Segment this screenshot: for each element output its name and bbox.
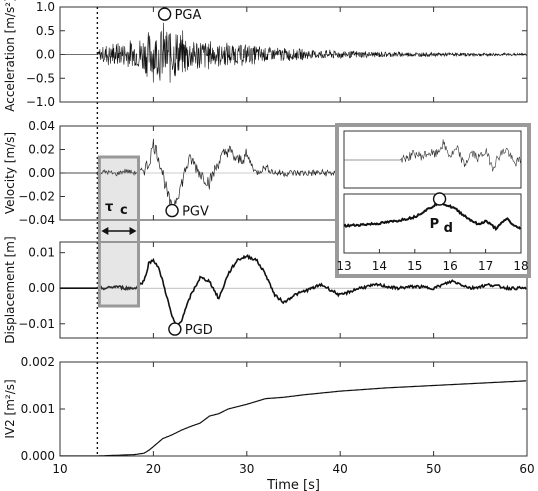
series-group bbox=[60, 380, 527, 456]
x-tick-label: 50 bbox=[426, 462, 441, 476]
y-tick-label: 0.02 bbox=[28, 143, 55, 157]
y-tick-label: −0.04 bbox=[18, 213, 55, 227]
inset-bottom-series bbox=[343, 197, 522, 231]
peak-label-pgv: PGV bbox=[182, 205, 209, 220]
y-tick-label: 0.0 bbox=[36, 48, 55, 62]
pd-subscript: d bbox=[444, 221, 453, 236]
y-axis-label: Acceleration [m/s²] bbox=[3, 0, 17, 112]
acceleration-series bbox=[60, 22, 527, 83]
peak-marker-pgd bbox=[168, 322, 182, 336]
y-tick-label: −0.01 bbox=[18, 317, 55, 331]
inset-top-series bbox=[344, 139, 522, 172]
y-tick-label: 0.001 bbox=[21, 402, 55, 416]
panel-acceleration: 1.0 0.5 0.0 −0.5 −1.0 Acceleration [m/s²] PGA bbox=[3, 0, 528, 112]
panel-IV2: 0.002 0.001 0.000 IV2 [m²/s] 10 20 30 40 50 60 Tim… bbox=[3, 355, 535, 491]
y-tick-label: 0.5 bbox=[36, 24, 55, 38]
pd-marker bbox=[432, 192, 447, 206]
x-tick-label: 30 bbox=[239, 462, 254, 476]
y-tick-label: −0.02 bbox=[18, 190, 55, 204]
inset-x-tick-label: 17 bbox=[478, 259, 493, 273]
overlay: τ c 13 14 15 16 17 18 P d bbox=[96, 7, 531, 456]
y-tick-label: −0.5 bbox=[26, 71, 55, 85]
inset-x-tick-label: 15 bbox=[407, 259, 422, 273]
tau-c-arrow-left bbox=[101, 227, 109, 235]
inset-x-tick-label: 16 bbox=[443, 259, 458, 273]
x-tick-label: 40 bbox=[333, 462, 348, 476]
x-axis-label: Time [s] bbox=[266, 478, 320, 491]
inset-top-frame bbox=[343, 130, 522, 189]
inset-x-tick-label: 14 bbox=[372, 259, 387, 273]
tau-c-label: τ bbox=[105, 200, 113, 215]
tau-c-subscript: c bbox=[120, 203, 128, 218]
iv2-series bbox=[60, 380, 527, 456]
y-tick-label: 0.04 bbox=[28, 119, 55, 133]
inset-x-tick-label: 18 bbox=[513, 259, 528, 273]
y-tick-label: −1.0 bbox=[26, 95, 55, 109]
tau-c-arrow-right bbox=[129, 227, 137, 235]
x-tick-label: 60 bbox=[519, 462, 534, 476]
pd-label: P bbox=[430, 217, 440, 232]
peak-label-pga: PGA bbox=[175, 8, 202, 23]
y-tick-label: 0.00 bbox=[28, 166, 55, 180]
panel-frame bbox=[59, 361, 528, 457]
peak-marker-pgv bbox=[165, 203, 179, 218]
y-axis-label: Displacement [m] bbox=[3, 236, 17, 343]
y-tick-label: 1.0 bbox=[36, 0, 55, 14]
y-tick-label: 0.002 bbox=[21, 355, 55, 369]
y-axis-label: IV2 [m²/s] bbox=[3, 379, 17, 438]
x-tick-label: 10 bbox=[52, 462, 67, 476]
y-axis-label: Velocity [m/s] bbox=[3, 132, 17, 214]
peak-marker-pga bbox=[157, 7, 172, 21]
x-tick-label: 20 bbox=[146, 462, 161, 476]
y-tick-label: 0.00 bbox=[28, 281, 55, 295]
inset: 13 14 15 16 17 18 P d bbox=[335, 123, 531, 278]
y-tick-label: 0.01 bbox=[28, 246, 55, 260]
series-group bbox=[60, 22, 527, 83]
peak-label-pgd: PGD bbox=[185, 323, 213, 338]
y-tick-label: 0.000 bbox=[21, 449, 55, 463]
inset-x-tick-label: 13 bbox=[336, 259, 351, 273]
